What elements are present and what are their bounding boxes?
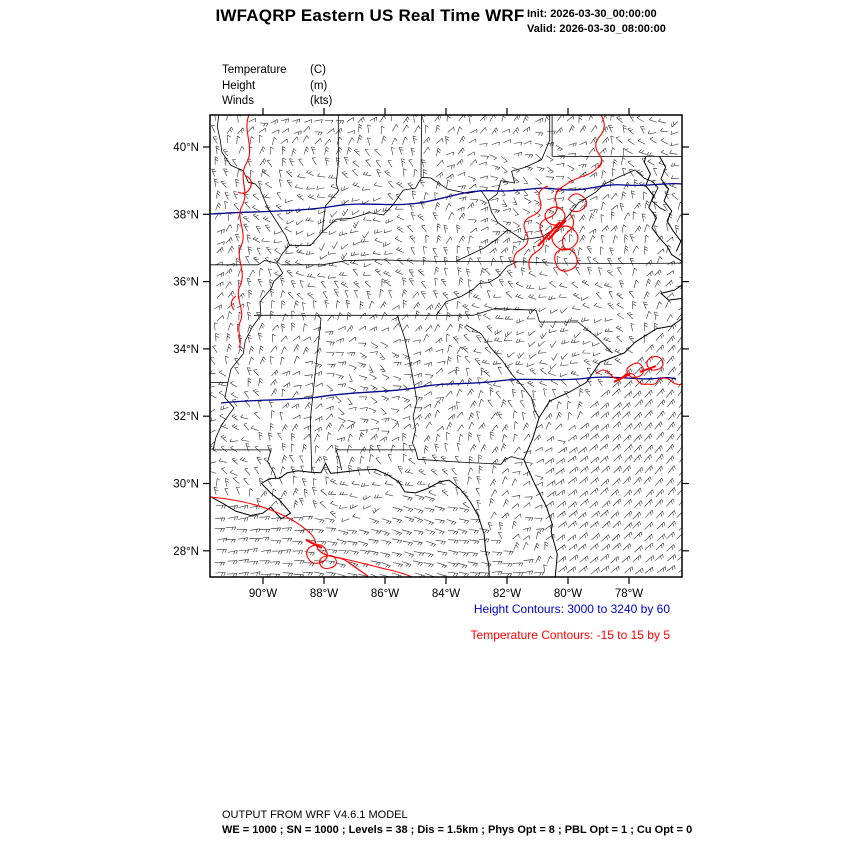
state-boundary <box>659 156 682 252</box>
temperature-contour-line <box>544 206 566 226</box>
temperature-contour-line <box>230 295 237 311</box>
state-boundary <box>210 462 490 577</box>
footer-model-line: OUTPUT FROM WRF V4.6.1 MODEL <box>222 809 408 821</box>
state-boundary <box>436 308 613 354</box>
field-name: Temperature <box>222 64 287 76</box>
state-boundary <box>335 315 418 471</box>
field-row-winds: Winds (kts) <box>222 94 332 110</box>
temperature-contour-line <box>551 225 579 251</box>
field-unit: (kts) <box>310 95 333 107</box>
temperature-contour-line <box>306 544 328 564</box>
plot-title: IWFAQRP Eastern US Real Time WRF <box>215 6 525 25</box>
map-layers <box>210 115 682 577</box>
temperature-contour-line <box>237 175 252 194</box>
temperature-contour-line <box>567 193 588 213</box>
temperature-contour-line <box>555 161 603 193</box>
state-boundary <box>455 200 509 262</box>
lon-tick-label: 86°W <box>371 588 399 600</box>
state-boundary <box>420 115 422 178</box>
field-name: Height <box>222 79 256 92</box>
state-boundary <box>210 260 277 266</box>
temperature-contour-line <box>554 248 578 272</box>
lon-tick-label: 90°W <box>249 588 277 600</box>
lat-tick-label: 36°N <box>173 277 199 289</box>
temperature-contour-line <box>237 115 251 349</box>
lon-tick-label: 82°W <box>493 588 521 600</box>
state-boundary <box>643 156 682 262</box>
map-frame <box>209 114 683 578</box>
init-time-label: Init: 2026-03-30_00:00:00 <box>527 8 657 20</box>
lat-tick-label: 30°N <box>173 479 199 491</box>
temperature-contour-line <box>513 185 549 269</box>
lat-tick-label: 34°N <box>173 344 199 356</box>
field-row-temperature: Temperature (C) <box>222 63 332 79</box>
state-boundary <box>309 315 322 473</box>
state-boundary <box>465 324 540 419</box>
footer-config-line: WE = 1000 ; SN = 1000 ; Levels = 38 ; Di… <box>222 823 693 836</box>
temperature-contour-line <box>595 115 605 169</box>
lon-tick-label: 80°W <box>554 588 582 600</box>
temperature-contour-line <box>646 355 664 371</box>
state-boundary <box>212 245 290 450</box>
lat-tick-label: 40°N <box>173 142 199 154</box>
state-boundary <box>435 261 518 316</box>
field-unit: (C) <box>310 64 326 76</box>
temperature-contour-line <box>537 219 567 247</box>
run-times: Init: 2026-03-30_00:00:00 Valid: 2026-03… <box>527 7 666 37</box>
lon-tick-label: 78°W <box>615 588 643 600</box>
state-boundary <box>322 115 339 232</box>
state-boundary <box>213 449 277 479</box>
temperature-contour-line <box>528 187 563 271</box>
wind-barbs-layer <box>210 115 682 577</box>
temperature-contour-line <box>561 213 575 251</box>
field-row-height: Height (m) <box>222 79 332 95</box>
state-boundary <box>216 115 290 246</box>
lon-tick-label: 84°W <box>432 588 460 600</box>
state-boundary <box>289 115 551 246</box>
temperature-contour-line <box>305 539 323 549</box>
height-contour-line <box>220 376 677 404</box>
temperature-contour-line <box>329 555 413 577</box>
height-contour-legend: Height Contours: 3000 to 3240 by 60 <box>473 602 670 616</box>
temperature-contour-legend: Temperature Contours: -15 to 15 by 5 <box>470 628 670 642</box>
axis-ticks <box>203 108 689 584</box>
state-boundary <box>281 259 682 266</box>
temperature-contour-line <box>210 496 369 577</box>
lat-tick-label: 28°N <box>173 546 199 558</box>
temperature-contour-line <box>626 362 645 379</box>
state-boundary <box>634 169 666 212</box>
temperature-contour-line <box>595 369 682 386</box>
field-list: Temperature (C) Height (m) Winds (kts) <box>222 63 332 110</box>
lon-tick-label: 88°W <box>310 588 338 600</box>
valid-time-label: Valid: 2026-03-30_08:00:00 <box>527 23 666 35</box>
state-boundary <box>660 284 682 301</box>
field-name: Winds <box>222 95 254 107</box>
lat-tick-label: 38°N <box>173 209 199 221</box>
lat-tick-label: 32°N <box>173 411 199 423</box>
state-boundary <box>415 449 524 465</box>
model-output-footer: OUTPUT FROM WRF V4.6.1 MODEL WE = 1000 ;… <box>222 808 692 837</box>
height-contour-line <box>210 182 682 215</box>
field-unit: (m) <box>310 79 328 92</box>
temperature-contour-line <box>613 365 657 383</box>
